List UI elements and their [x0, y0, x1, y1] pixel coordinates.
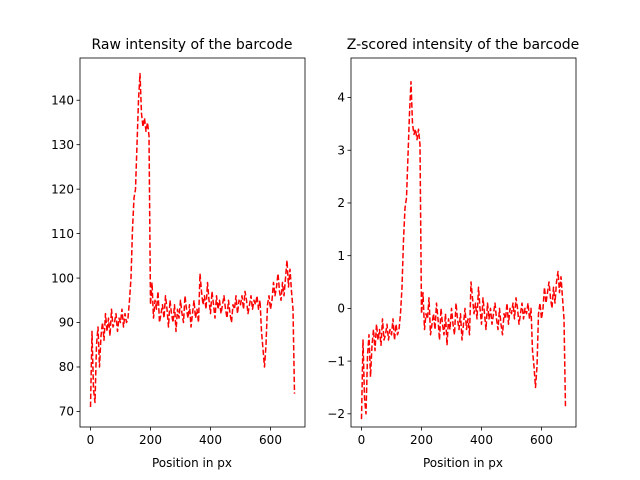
raw-x-tick-label: 600: [259, 433, 282, 447]
raw-y-tick-label: 70: [59, 405, 74, 419]
raw-axes-frame: [79, 57, 306, 428]
raw-chart-title: Raw intensity of the barcode: [91, 37, 292, 53]
zscored-y-tick-label: 2: [337, 196, 345, 210]
zscored-x-tick-label: 200: [410, 433, 433, 447]
raw-x-tick-label: 200: [139, 433, 162, 447]
zscored-y-tick-label: 3: [337, 143, 345, 157]
raw-x-tick-label: 0: [87, 433, 95, 447]
zscored-x-tick-label: 600: [530, 433, 553, 447]
zscored-x-tick-label: 400: [470, 433, 493, 447]
zscored-x-tick-label: 0: [358, 433, 366, 447]
zscored-y-tick-label: 1: [337, 249, 345, 263]
raw-y-tick-label: 80: [59, 360, 74, 374]
raw-x-axis-label: Position in px: [152, 456, 232, 470]
zscored-intensity-panel: Z-scored intensity of the barcode Positi…: [327, 37, 579, 470]
zscored-axes-frame: [350, 57, 577, 428]
raw-y-tick-label: 90: [59, 316, 74, 330]
raw-y-tick-label: 100: [51, 271, 74, 285]
zscored-y-tick-label: 0: [337, 302, 345, 316]
raw-y-tick-label: 130: [51, 138, 74, 152]
raw-y-tick-label: 120: [51, 182, 74, 196]
raw-y-tick-label: 110: [51, 227, 74, 241]
raw-series-line: [89, 72, 296, 408]
raw-intensity-panel: Raw intensity of the barcode Position in…: [51, 37, 306, 470]
zscored-y-tick-label: 4: [337, 91, 345, 105]
zscored-x-axis-label: Position in px: [423, 456, 503, 470]
zscored-chart-title: Z-scored intensity of the barcode: [347, 37, 580, 53]
raw-x-tick-label: 400: [199, 433, 222, 447]
zscored-y-tick-label: −1: [327, 354, 345, 368]
zscored-series-line: [360, 80, 567, 420]
zscored-y-tick-label: −2: [327, 407, 345, 421]
raw-y-tick-label: 140: [51, 93, 74, 107]
